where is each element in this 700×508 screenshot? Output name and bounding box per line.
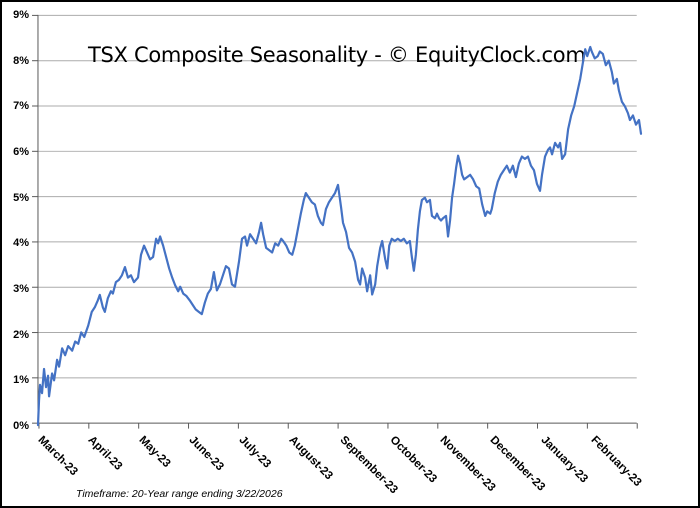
y-axis-tick-label: 3% [13,283,29,295]
y-axis-tick-label: 2% [13,328,29,341]
y-axis-tick-label: 6% [13,146,29,158]
y-axis-tick-label: 1% [13,374,29,387]
timeframe-note: Timeframe: 20-Year range ending 3/22/202… [76,488,283,500]
y-axis-tick-label: 4% [13,237,29,250]
y-axis-tick-label: 8% [13,54,29,67]
y-axis-tick-label: 0% [13,420,29,432]
y-axis-tick-label: 9% [13,9,29,21]
chart-title: TSX Composite Seasonality - © EquityCloc… [88,43,586,67]
y-axis-tick-label: 7% [13,100,29,113]
y-axis-tick-label: 5% [13,191,29,204]
